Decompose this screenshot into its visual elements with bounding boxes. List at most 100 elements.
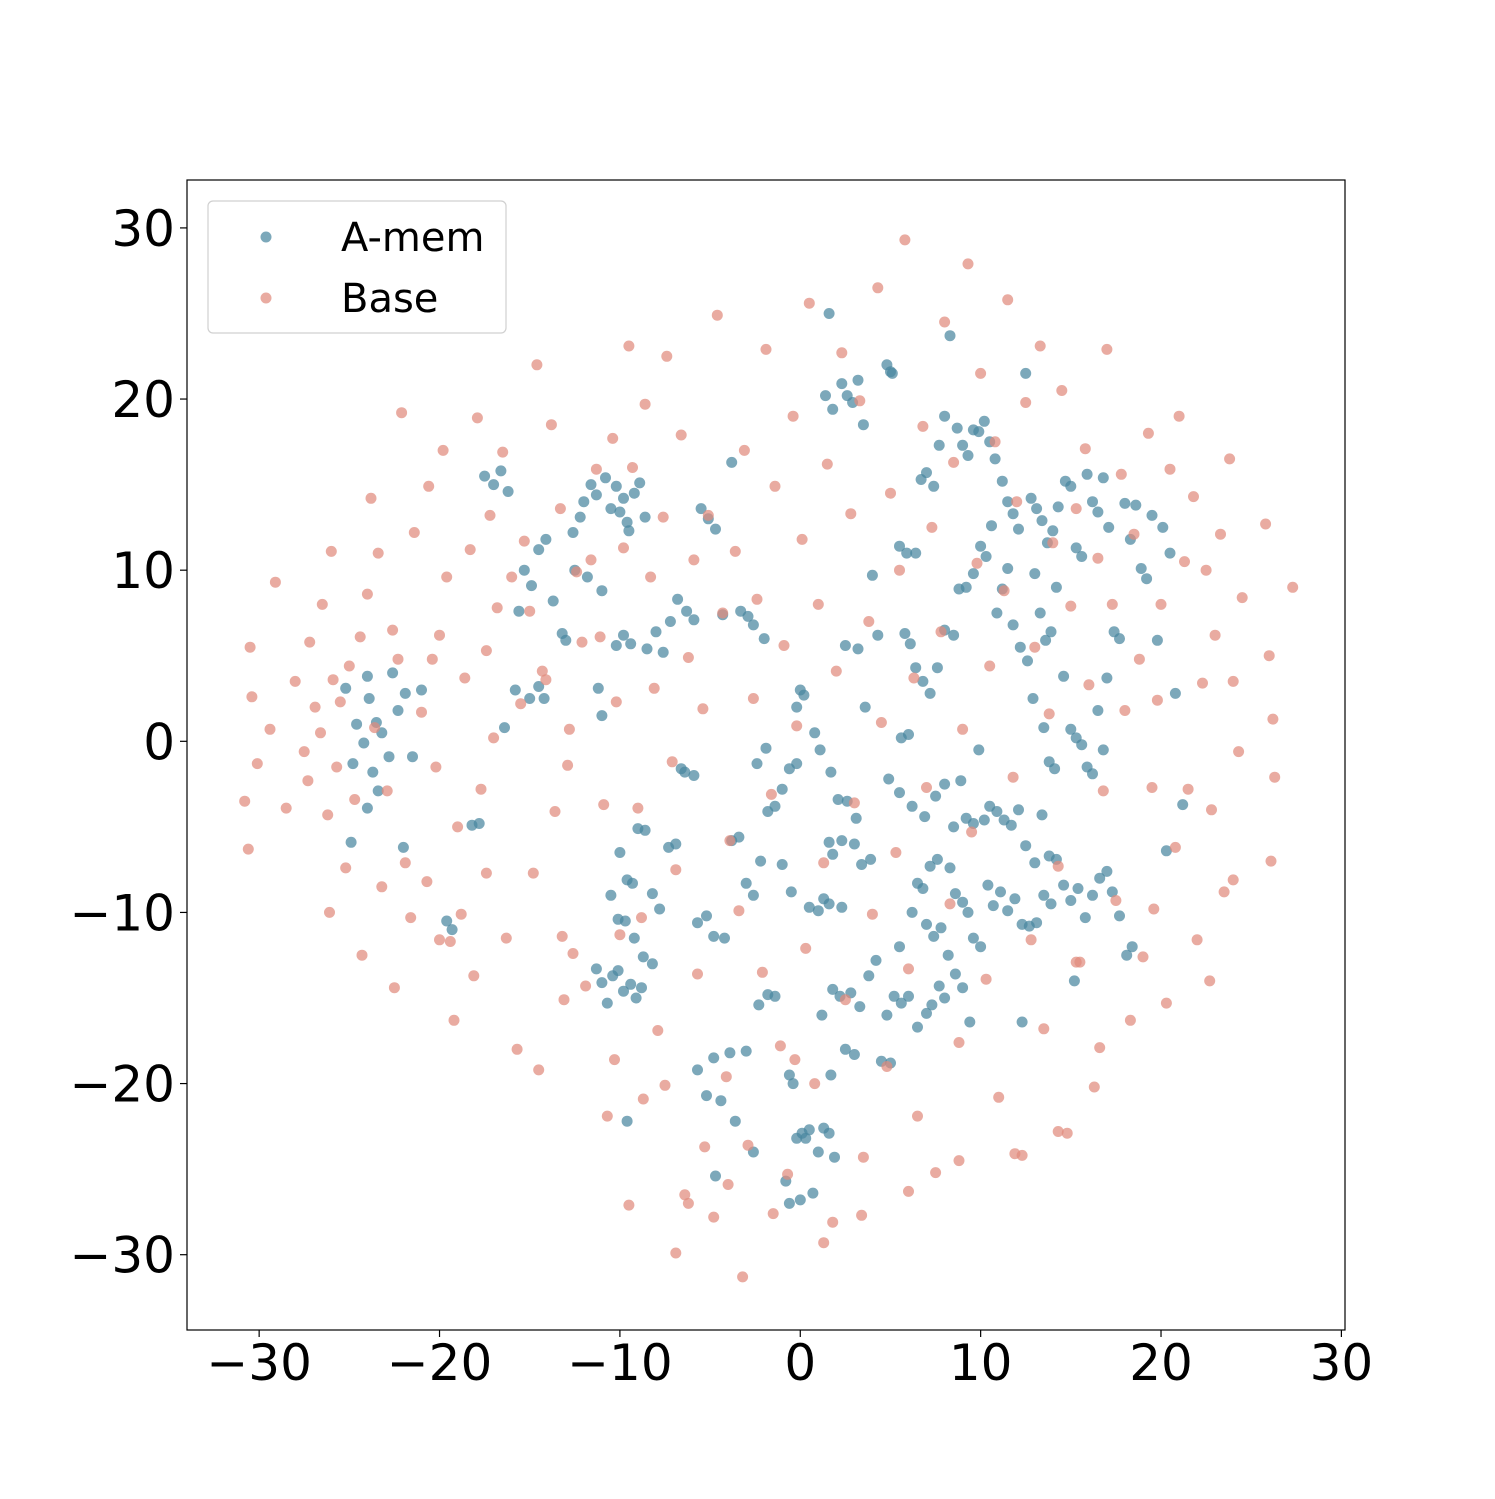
legend-marker [260, 292, 272, 304]
data-point [408, 527, 420, 538]
data-point [372, 785, 384, 797]
data-point [556, 930, 568, 942]
data-point [856, 1209, 868, 1221]
data-point [1137, 951, 1149, 963]
data-point [1106, 598, 1118, 610]
data-point [888, 990, 900, 1002]
data-point [423, 480, 435, 492]
data-point [480, 645, 492, 657]
data-point [787, 1078, 799, 1090]
data-point [1070, 542, 1082, 554]
data-point [926, 521, 938, 533]
data-point [812, 598, 824, 610]
data-point [816, 1009, 828, 1021]
data-point [1119, 497, 1131, 509]
data-point [939, 778, 951, 790]
data-point [540, 674, 552, 686]
data-point [571, 566, 583, 578]
data-point [309, 701, 321, 713]
data-point [1135, 563, 1147, 574]
data-point [1009, 1148, 1021, 1160]
data-point [885, 487, 896, 499]
data-point [1005, 819, 1017, 831]
data-point [627, 877, 638, 889]
data-point [894, 787, 905, 799]
data-point [978, 415, 990, 427]
data-point [917, 675, 929, 687]
data-point [1007, 771, 1019, 783]
data-point [269, 576, 281, 588]
data-point [1038, 889, 1050, 901]
data-point [488, 479, 500, 491]
data-point [416, 684, 427, 696]
data-point [1094, 872, 1106, 884]
legend-label: Base [341, 276, 438, 322]
data-point [661, 350, 673, 362]
data-point [852, 374, 864, 386]
data-point [562, 759, 574, 771]
data-point [872, 629, 884, 641]
data-point [536, 665, 548, 677]
data-point [899, 628, 911, 639]
data-point [480, 867, 492, 879]
data-point [931, 853, 943, 865]
data-point [812, 1146, 824, 1158]
data-point [803, 297, 815, 309]
data-point [949, 888, 961, 900]
data-point [609, 1054, 620, 1066]
data-point [964, 1016, 976, 1028]
data-point [1236, 592, 1248, 604]
data-point [315, 727, 326, 739]
data-point [598, 799, 610, 811]
data-point [944, 330, 956, 342]
y-tick-label: 0 [143, 713, 175, 771]
data-point [614, 929, 626, 941]
data-point [742, 610, 754, 622]
data-point [1036, 515, 1048, 527]
data-point [692, 1064, 703, 1076]
data-point [948, 821, 960, 833]
data-point [783, 1197, 795, 1209]
data-point [1265, 855, 1277, 867]
data-point [939, 992, 951, 1004]
data-point [1027, 693, 1039, 704]
data-point [776, 859, 788, 870]
data-point [558, 994, 570, 1006]
data-point [688, 614, 700, 626]
data-point [769, 480, 781, 492]
data-point [1164, 463, 1176, 475]
data-point [670, 864, 682, 876]
data-point [361, 802, 373, 814]
data-point [322, 809, 334, 821]
data-point [800, 1132, 812, 1144]
data-point [1191, 934, 1203, 946]
data-point [789, 1054, 801, 1066]
data-point [708, 1052, 720, 1064]
data-point [1065, 480, 1077, 492]
data-point [1034, 607, 1046, 619]
data-point [962, 258, 974, 270]
data-point [1016, 1016, 1028, 1028]
data-point [839, 1043, 851, 1055]
data-point [688, 554, 700, 566]
data-point [701, 1090, 712, 1102]
data-point [903, 729, 914, 740]
data-point [692, 968, 703, 980]
data-point [839, 640, 851, 651]
data-point [832, 794, 844, 805]
data-point [621, 516, 633, 528]
data-point [304, 636, 316, 648]
data-point [1043, 708, 1055, 720]
data-point [632, 802, 644, 814]
data-point [466, 819, 478, 831]
data-point [924, 860, 936, 872]
data-point [931, 662, 943, 674]
data-point [883, 773, 895, 785]
data-point [1029, 568, 1041, 580]
data-point [796, 533, 808, 545]
data-point [708, 1211, 720, 1223]
data-point [340, 862, 352, 874]
data-point [724, 835, 736, 847]
x-tick-label: −10 [567, 1334, 673, 1392]
data-point [881, 1009, 893, 1021]
